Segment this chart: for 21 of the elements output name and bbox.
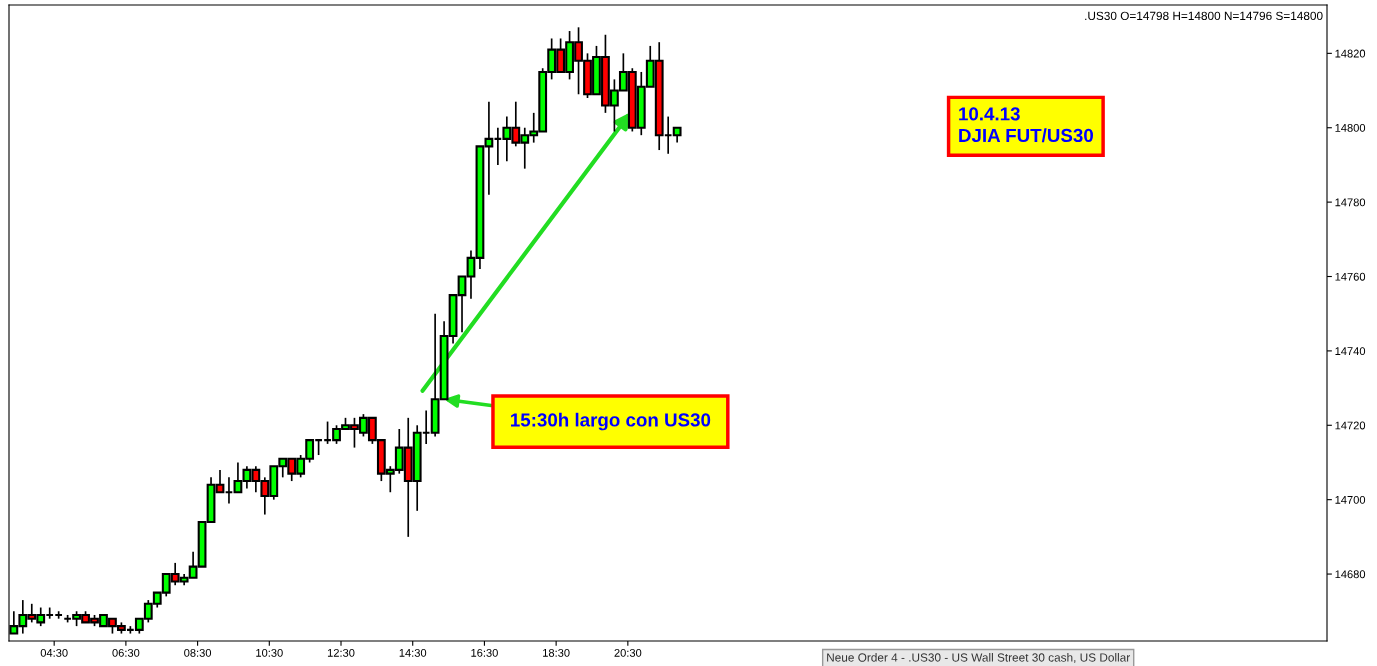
x-tick-label: 08:30	[184, 648, 212, 657]
x-tick-label: 18:30	[543, 648, 570, 657]
y-tick-label: 14820	[1335, 49, 1366, 58]
y-tick-label: 14760	[1335, 272, 1366, 281]
y-tick-label: 14740	[1335, 347, 1366, 356]
x-tick-label: 04:30	[40, 648, 68, 657]
x-tick-label: 12:30	[327, 648, 355, 657]
y-tick-label: 14800	[1335, 124, 1366, 132]
x-tick-label: 14:30	[399, 648, 427, 657]
y-tick-label: 14700	[1335, 495, 1366, 504]
y-tick-label: 14780	[1335, 198, 1366, 207]
x-tick-label: 20:30	[614, 648, 642, 657]
x-tick-label: 06:30	[112, 648, 140, 657]
annotation: .US30 O=14798 H=14800 N=14796 S=14800	[1085, 11, 1323, 21]
annotation: 15:30h largo con US30	[511, 412, 711, 431]
x-tick-label: 16:30	[471, 648, 498, 657]
text: Neue Order 4 - .US30 - US Wall Street 30 cash, US Dollar	[827, 653, 1130, 664]
x-tick-label: 10:30	[256, 648, 283, 657]
y-tick-label: 14680	[1335, 570, 1366, 579]
y-tick-label: 14720	[1335, 421, 1366, 430]
annotation: 10.4.13 DJIA FUT/US30	[959, 107, 1093, 143]
